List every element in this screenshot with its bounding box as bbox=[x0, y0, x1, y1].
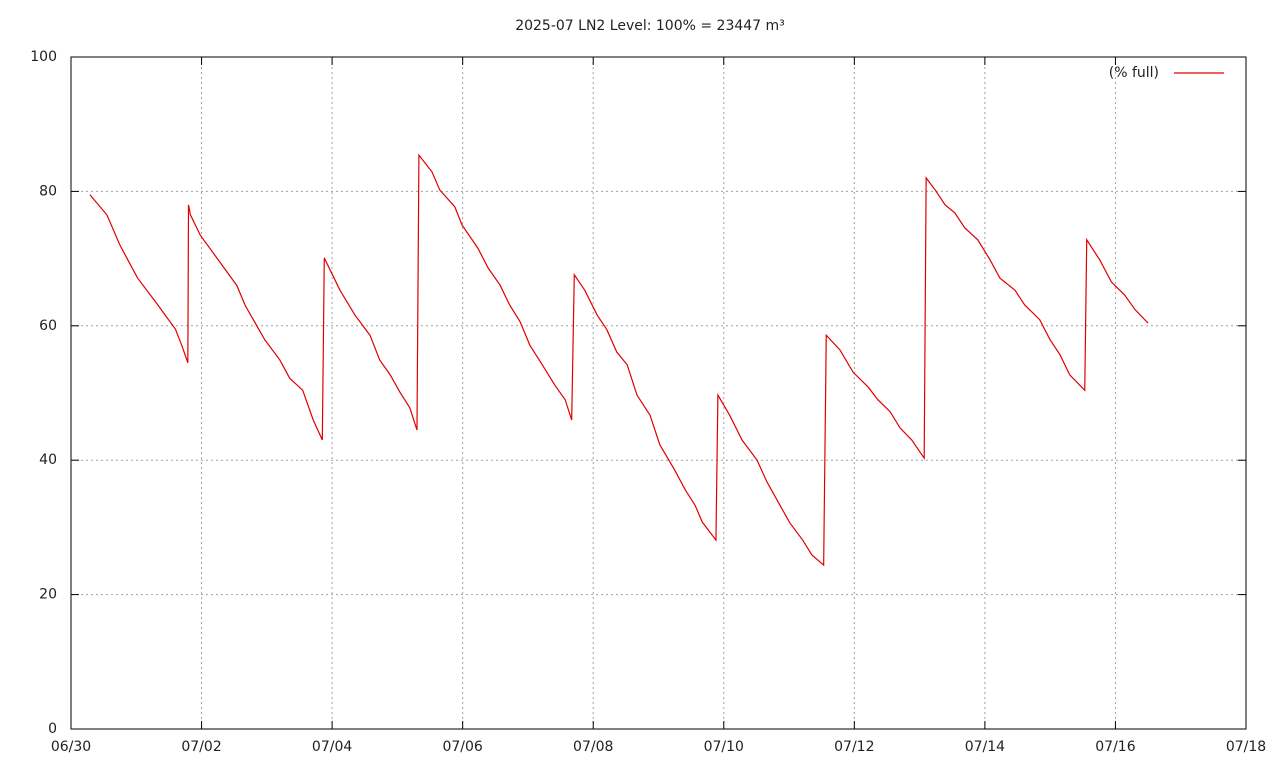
y-tick-label: 20 bbox=[39, 587, 57, 603]
x-tick-label: 07/18 bbox=[1226, 739, 1266, 755]
x-tick-label: 06/30 bbox=[51, 739, 91, 755]
x-tick-label: 07/06 bbox=[442, 739, 482, 755]
x-tick-label: 07/12 bbox=[834, 739, 874, 755]
chart-title: 2025-07 LN2 Level: 100% = 23447 m³ bbox=[515, 18, 785, 34]
y-tick-label: 80 bbox=[39, 183, 57, 199]
x-tick-label: 07/08 bbox=[573, 739, 613, 755]
x-tick-label: 07/14 bbox=[965, 739, 1005, 755]
y-tick-label: 100 bbox=[30, 49, 57, 65]
y-tick-label: 60 bbox=[39, 318, 57, 334]
plot-frame bbox=[70, 56, 1247, 730]
data-line bbox=[89, 153, 1149, 567]
x-tick-label: 07/10 bbox=[704, 739, 744, 755]
x-tick-label: 07/16 bbox=[1095, 739, 1135, 755]
legend-label: (% full) bbox=[1109, 65, 1159, 81]
x-tick-label: 07/04 bbox=[312, 739, 352, 755]
x-tick-label: 07/02 bbox=[181, 739, 221, 755]
y-tick-label: 0 bbox=[48, 721, 57, 737]
y-tick-label: 40 bbox=[39, 452, 57, 468]
